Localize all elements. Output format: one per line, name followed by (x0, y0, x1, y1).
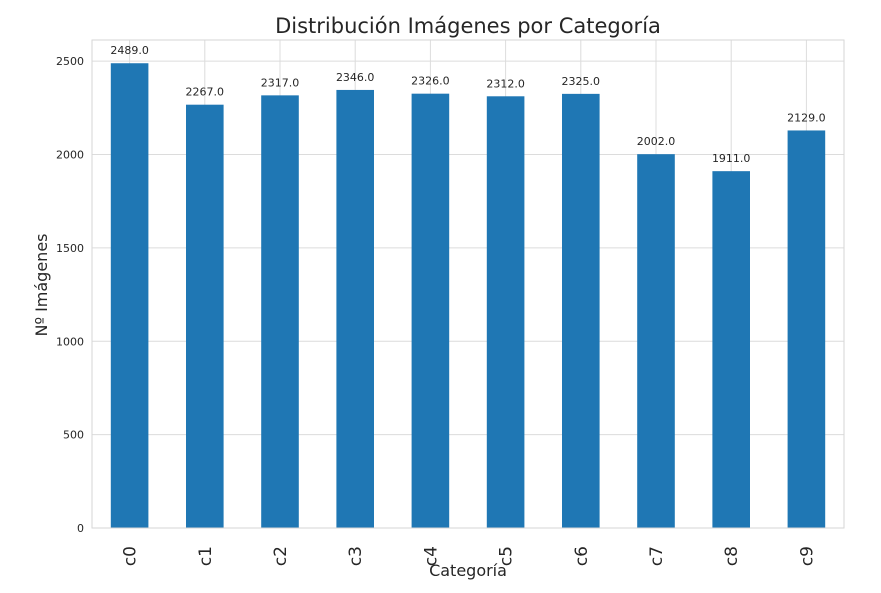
bar-c2 (261, 95, 299, 528)
x-axis-ticks: c0 c1 c2 c3 c4 c5 c6 c7 c8 c9 (121, 546, 818, 566)
data-labels: 2489.0 2267.0 2317.0 2346.0 2326.0 2312.0 2325… (110, 44, 825, 165)
data-label-c6: 2325.0 (562, 75, 601, 88)
data-label-c8: 1911.0 (712, 152, 751, 165)
x-tick-label: c8 (722, 546, 742, 566)
data-label-c3: 2346.0 (336, 71, 375, 84)
bar-c0 (110, 63, 149, 528)
chart-title: Distribución Imágenes por Categoría (275, 14, 661, 38)
y-axis-ticks: 0 500 1000 1500 2000 2500 (56, 55, 84, 535)
x-tick-label: c0 (121, 546, 141, 566)
bar-c3 (336, 89, 374, 528)
data-label-c9: 2129.0 (787, 111, 826, 124)
x-tick-label: c3 (346, 546, 366, 566)
x-tick-label: c2 (271, 546, 291, 566)
y-tick-label: 500 (63, 429, 84, 442)
x-tick-label: c1 (196, 546, 216, 566)
bar-c5 (486, 96, 525, 528)
x-axis-label: Categoría (429, 561, 507, 580)
x-tick-label: c6 (572, 546, 592, 566)
x-tick-label: c7 (647, 546, 667, 566)
data-label-c5: 2312.0 (486, 77, 525, 90)
data-label-c2: 2317.0 (261, 76, 300, 89)
bar-c8 (712, 171, 750, 528)
bar-c7 (637, 154, 675, 528)
data-label-c7: 2002.0 (637, 135, 676, 148)
y-tick-label: 0 (77, 522, 84, 535)
plot-frame (91, 39, 845, 529)
x-tick-label: c5 (497, 546, 517, 566)
bars (110, 63, 826, 529)
y-axis-label: Nº Imágenes (32, 233, 51, 336)
y-tick-label: 2000 (56, 149, 84, 162)
y-tick-label: 1500 (56, 242, 84, 255)
x-tick-label: c4 (421, 546, 441, 566)
data-label-c1: 2267.0 (186, 86, 225, 99)
data-label-c0: 2489.0 (110, 44, 149, 57)
y-tick-label: 1000 (56, 335, 84, 348)
bar-c1 (186, 104, 224, 528)
bar-c4 (411, 93, 450, 528)
y-tick-label: 2500 (56, 55, 84, 68)
bar-c9 (787, 130, 826, 528)
data-label-c4: 2326.0 (411, 75, 450, 88)
x-tick-label: c9 (797, 546, 817, 566)
bar-c6 (562, 93, 600, 529)
